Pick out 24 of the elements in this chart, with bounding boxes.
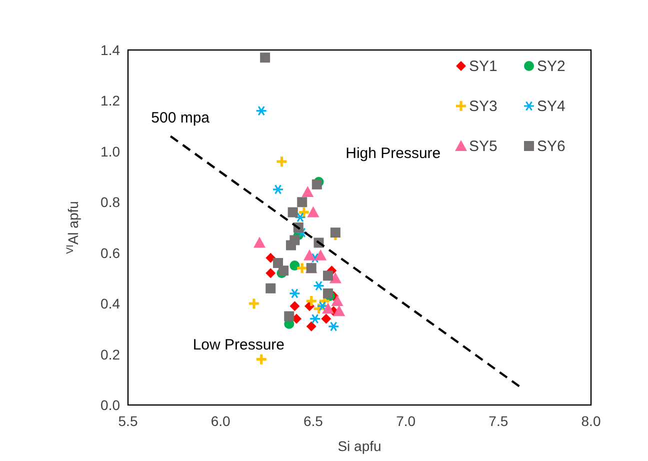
x-tick-label: 6.5: [303, 413, 324, 429]
x-tick-label: 8.0: [581, 413, 601, 429]
annotation: High Pressure: [346, 144, 441, 162]
annotation: Low Pressure: [192, 336, 285, 354]
x-tick-label: 7.5: [488, 413, 508, 429]
x-axis-title: Si apfu: [338, 438, 382, 454]
y-tick-label: 0.6: [100, 244, 120, 261]
x-tick-label: 5.5: [118, 413, 138, 429]
legend-label: SY4: [537, 98, 566, 115]
y-tick-label: 0.8: [100, 194, 120, 210]
legend-label: SY5: [469, 138, 498, 155]
legend-label: SY2: [537, 58, 566, 75]
y-tick-label: 0.2: [100, 346, 120, 362]
y-tick-label: 0.0: [100, 397, 120, 413]
y-tick-label: 1.2: [100, 92, 120, 109]
legend-label: SY6: [537, 138, 566, 155]
y-tick-label: 0.4: [100, 296, 120, 312]
y-tick-label: 1.0: [100, 143, 120, 160]
y-tick-label: 1.4: [100, 42, 120, 58]
legend-label: SY1: [469, 58, 498, 75]
annotation: 500 mpa: [151, 109, 210, 126]
x-tick-label: 7.0: [396, 413, 416, 429]
legend-label: SY3: [469, 98, 498, 115]
x-tick-label: 6.0: [210, 413, 231, 429]
